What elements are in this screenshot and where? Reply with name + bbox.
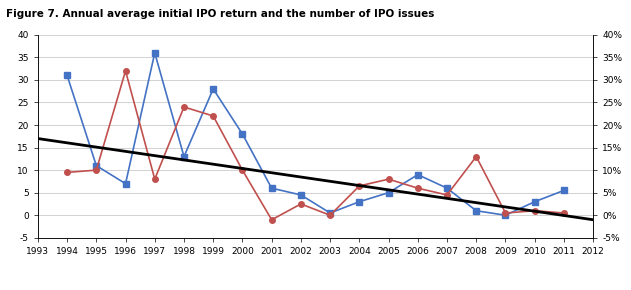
Iinitial return bbox=[209, 114, 217, 118]
Iinitial return bbox=[414, 186, 422, 190]
Number of IPOs bbox=[180, 155, 188, 158]
Number of IPOs bbox=[326, 211, 334, 215]
Iinitial return bbox=[326, 213, 334, 217]
Number of IPOs bbox=[209, 87, 217, 91]
Iinitial return bbox=[268, 218, 276, 222]
Number of IPOs bbox=[560, 189, 568, 192]
Number of IPOs bbox=[122, 182, 129, 185]
Number of IPOs bbox=[355, 200, 363, 204]
Number of IPOs bbox=[414, 173, 422, 176]
Number of IPOs bbox=[151, 51, 158, 55]
Iinitial return bbox=[239, 168, 246, 172]
Iinitial return bbox=[560, 211, 568, 215]
Number of IPOs bbox=[93, 164, 100, 167]
Iinitial return bbox=[151, 177, 158, 181]
Iinitial return bbox=[355, 184, 363, 188]
Number of IPOs bbox=[63, 74, 71, 77]
Text: Figure 7. Annual average initial IPO return and the number of IPO issues: Figure 7. Annual average initial IPO ret… bbox=[6, 9, 435, 19]
Iinitial return bbox=[531, 209, 538, 213]
Line: Iinitial return: Iinitial return bbox=[64, 68, 567, 222]
Number of IPOs bbox=[297, 193, 305, 197]
Iinitial return bbox=[180, 105, 188, 109]
Iinitial return bbox=[473, 155, 480, 158]
Iinitial return bbox=[502, 211, 509, 215]
Number of IPOs bbox=[268, 186, 276, 190]
Number of IPOs bbox=[473, 209, 480, 213]
Iinitial return bbox=[63, 171, 71, 174]
Iinitial return bbox=[297, 202, 305, 206]
Number of IPOs bbox=[531, 200, 538, 204]
Number of IPOs bbox=[239, 132, 246, 136]
Number of IPOs bbox=[502, 213, 509, 217]
Iinitial return bbox=[443, 193, 451, 197]
Number of IPOs bbox=[443, 186, 451, 190]
Iinitial return bbox=[385, 177, 392, 181]
Iinitial return bbox=[93, 168, 100, 172]
Iinitial return bbox=[122, 69, 129, 72]
Number of IPOs bbox=[385, 191, 392, 194]
Line: Number of IPOs: Number of IPOs bbox=[64, 50, 567, 218]
